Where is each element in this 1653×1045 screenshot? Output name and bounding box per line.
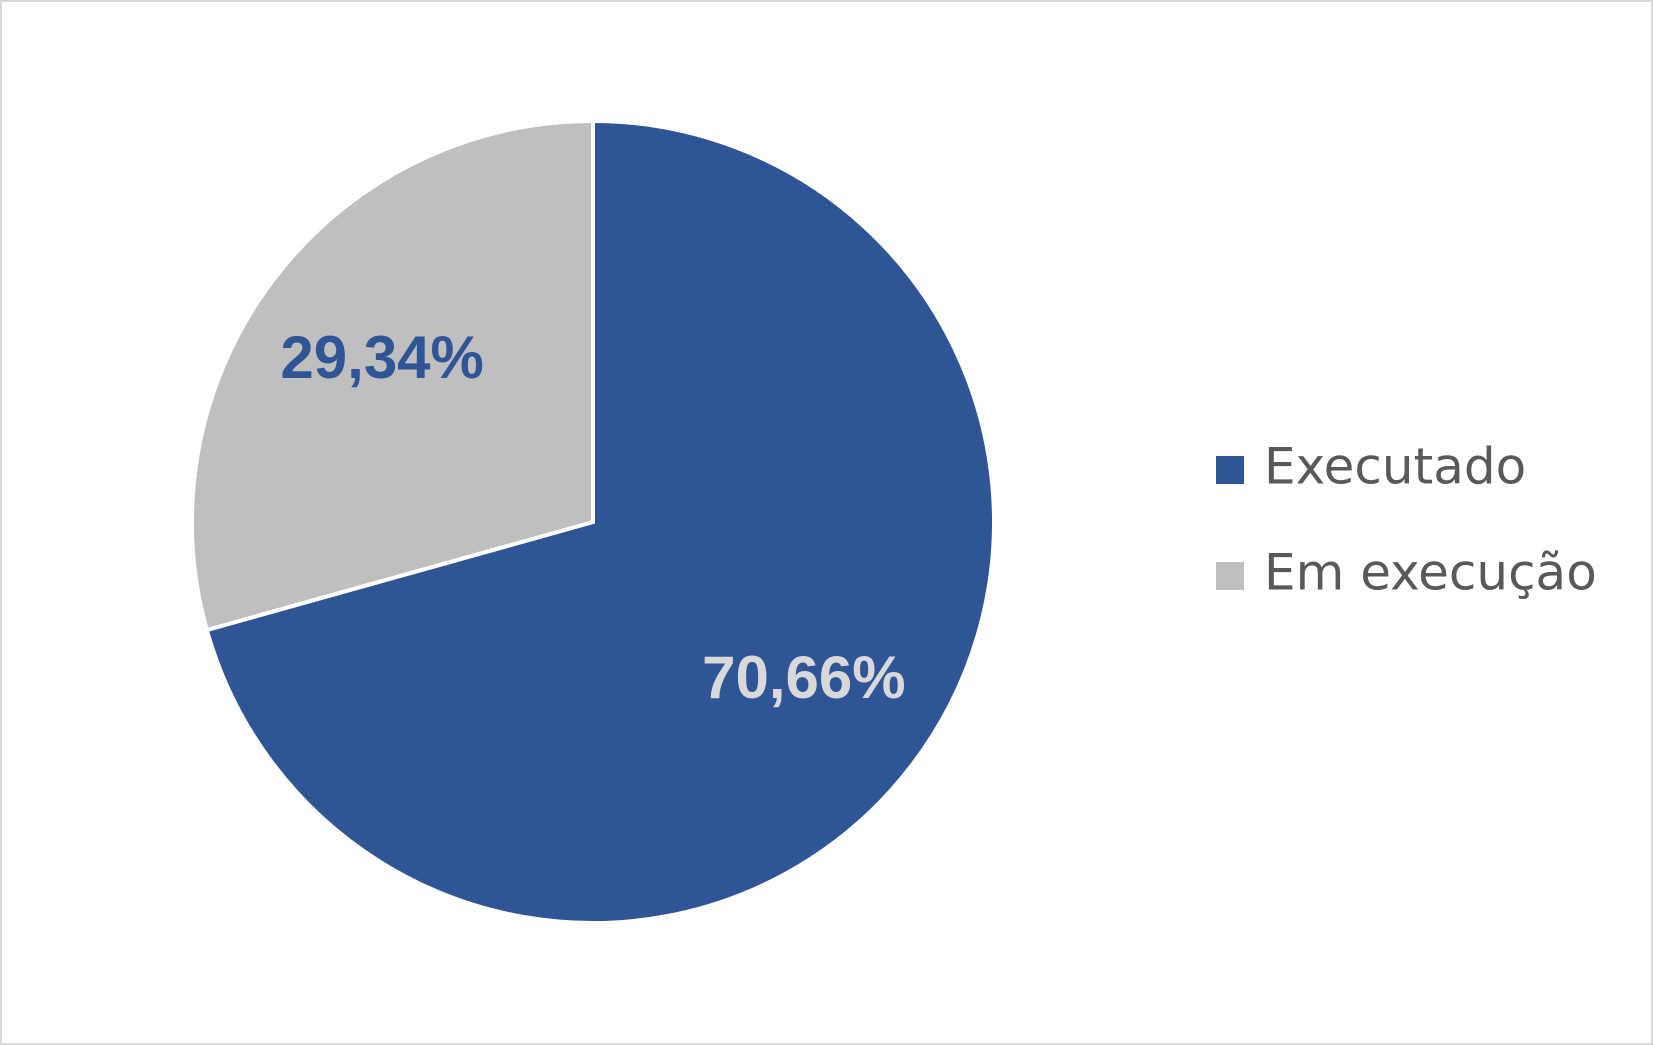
pie-slice [204, 118, 996, 925]
data-label: 29,34% [280, 324, 484, 391]
legend-label: Em execução [1264, 544, 1597, 602]
legend-swatch [1216, 562, 1244, 590]
pie-slice [190, 118, 595, 633]
legend-swatch [1216, 456, 1244, 484]
data-label: 70,66% [702, 644, 906, 711]
legend-label: Executado [1264, 438, 1526, 496]
